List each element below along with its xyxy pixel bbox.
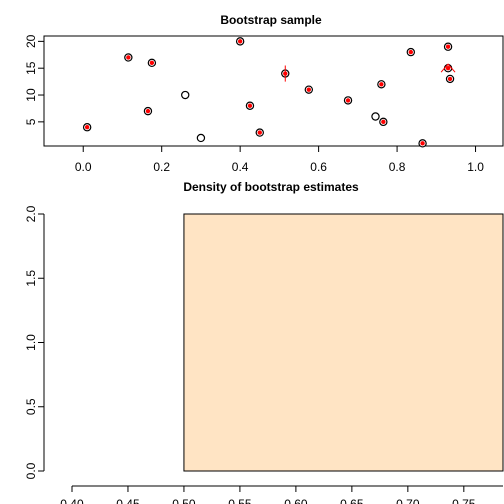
density-bars bbox=[183, 213, 504, 472]
scatter-point-highlight bbox=[126, 55, 131, 60]
density-x-tick-label: 0.45 bbox=[116, 497, 140, 504]
scatter-plot-box bbox=[43, 35, 504, 147]
scatter-x-tick-label: 0.0 bbox=[75, 160, 92, 174]
density-bar bbox=[183, 213, 504, 472]
density-x-tick-label: 0.50 bbox=[172, 497, 196, 504]
density-panel: Density of bootstrap estimates 0.40 0.45 0… bbox=[24, 180, 504, 504]
scatter-panel: Bootstrap sample 0.0 0.2 0.4 0.6 0.8 1.0 5 10 1… bbox=[24, 13, 504, 174]
scatter-point-highlight bbox=[345, 98, 351, 103]
scatter-point-highlight bbox=[381, 119, 386, 125]
scatter-x-tick-label: 0.4 bbox=[232, 160, 249, 174]
scatter-x-tick-label: 0.6 bbox=[310, 160, 327, 174]
scatter-points bbox=[82, 37, 455, 148]
density-x-tick-label: 0.75 bbox=[452, 497, 476, 504]
density-title: Density of bootstrap estimates bbox=[183, 180, 359, 194]
scatter-x-tick-label: 1.0 bbox=[467, 160, 484, 174]
scatter-point-highlight bbox=[237, 39, 243, 44]
density-y-tick-label: 1.5 bbox=[24, 270, 38, 287]
scatter-point-highlight bbox=[145, 108, 151, 114]
scatter-point-highlight bbox=[257, 130, 262, 135]
scatter-y-tick-label: 5 bbox=[24, 118, 38, 125]
scatter-point-highlight bbox=[420, 141, 425, 146]
scatter-point-highlight bbox=[445, 44, 451, 49]
scatter-x-tick-label: 0.8 bbox=[389, 160, 406, 174]
scatter-point-highlight bbox=[84, 125, 90, 130]
density-y-tick-label: 0.0 bbox=[24, 462, 38, 479]
density-x-axis: 0.40 0.45 0.50 0.55 0.60 0.65 0.70 0.75 bbox=[60, 485, 503, 504]
density-x-tick-label: 0.40 bbox=[60, 497, 84, 504]
scatter-title: Bootstrap sample bbox=[220, 13, 322, 27]
scatter-point-highlight bbox=[445, 65, 451, 71]
density-x-tick-label: 0.70 bbox=[396, 497, 420, 504]
density-x-tick-label: 0.55 bbox=[228, 497, 252, 504]
scatter-point bbox=[181, 90, 190, 100]
scatter-y-tick-label: 20 bbox=[24, 34, 38, 48]
scatter-x-tick-label: 0.2 bbox=[153, 160, 170, 174]
scatter-y-axis: 5 10 15 20 bbox=[24, 34, 44, 125]
scatter-point-highlight bbox=[247, 103, 253, 108]
scatter-y-tick-label: 15 bbox=[24, 61, 38, 75]
scatter-y-tick-label: 10 bbox=[24, 88, 38, 102]
scatter-point bbox=[196, 133, 206, 143]
density-y-axis: 0.0 0.5 1.0 1.5 2.0 bbox=[24, 205, 45, 479]
scatter-point-highlight bbox=[408, 49, 414, 55]
density-x-tick-label: 0.65 bbox=[340, 497, 364, 504]
scatter-point-highlight bbox=[447, 76, 453, 82]
scatter-point-highlight bbox=[149, 60, 155, 66]
scatter-point bbox=[371, 112, 380, 121]
scatter-markers bbox=[284, 63, 456, 82]
scatter-marker-chevron bbox=[440, 63, 456, 73]
scatter-x-axis: 0.0 0.2 0.4 0.6 0.8 1.0 bbox=[75, 145, 484, 174]
density-y-tick-label: 0.5 bbox=[24, 398, 38, 415]
density-x-tick-label: 0.60 bbox=[284, 497, 308, 504]
density-y-tick-label: 2.0 bbox=[24, 205, 38, 222]
scatter-point-highlight bbox=[379, 82, 384, 87]
density-y-tick-label: 1.0 bbox=[24, 334, 38, 351]
scatter-point-highlight bbox=[306, 87, 312, 92]
